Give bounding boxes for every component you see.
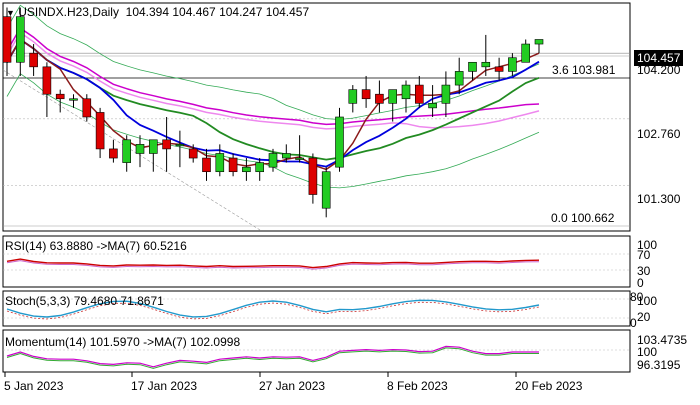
candle-body bbox=[162, 139, 171, 150]
candle-body bbox=[69, 98, 78, 101]
fib-lower-label: 0.0 100.662 bbox=[551, 211, 615, 225]
candle-body bbox=[202, 157, 211, 173]
rsi-tick-100: 100 bbox=[637, 238, 658, 252]
candle-body bbox=[42, 66, 52, 95]
rsi-tick-0: 0 bbox=[637, 276, 644, 290]
candle-body bbox=[109, 148, 118, 159]
candle-body bbox=[375, 93, 384, 104]
candle-body bbox=[215, 153, 225, 173]
candle-body bbox=[348, 89, 358, 104]
candle-body bbox=[481, 61, 491, 68]
candle-body bbox=[268, 153, 278, 168]
rsi-ma-line bbox=[6, 260, 540, 270]
candle-body bbox=[494, 66, 504, 72]
candle-body bbox=[534, 39, 544, 45]
candle-body bbox=[441, 84, 451, 104]
date-label-3: 27 Jan 2023 bbox=[259, 379, 326, 393]
candle-body bbox=[361, 89, 371, 100]
price-tick-3: 101.300 bbox=[637, 192, 681, 206]
candle-body bbox=[281, 153, 291, 159]
fib-diagonal-line bbox=[2, 69, 261, 231]
stoch-label: Stoch(5,3,3) 79.4680 71.8671 bbox=[5, 294, 164, 308]
candle-body bbox=[82, 98, 92, 118]
candle-body bbox=[335, 116, 344, 168]
candle-body bbox=[55, 93, 65, 100]
date-label-4: 8 Feb 2023 bbox=[387, 379, 448, 393]
candle-body bbox=[2, 16, 12, 63]
candle-body bbox=[308, 157, 318, 195]
date-label-5: 20 Feb 2023 bbox=[515, 379, 583, 393]
symbol-text: USINDX.H23,Daily bbox=[18, 5, 119, 19]
candle-body bbox=[295, 157, 304, 160]
candle-body bbox=[428, 103, 437, 109]
stoch-tick-0: 0 bbox=[630, 316, 637, 330]
stoch-tick-100: 100 bbox=[637, 294, 658, 308]
candle-body bbox=[388, 89, 398, 104]
panel-frame bbox=[2, 235, 631, 288]
candle-body bbox=[122, 139, 131, 163]
candle-body bbox=[414, 84, 424, 104]
bollinger-upper-line bbox=[6, 4, 540, 120]
candle-body bbox=[29, 52, 38, 68]
ma-pink-line bbox=[6, 31, 540, 130]
date-label-2: 17 Jan 2023 bbox=[131, 379, 198, 393]
symbol-label: ▼ USINDX.H23,Daily 104.394 104.467 104.2… bbox=[6, 5, 310, 19]
momentum-tick-high: 103.4735 bbox=[637, 333, 688, 347]
candle-body bbox=[521, 43, 531, 63]
candle-body bbox=[255, 162, 264, 173]
panel-frame bbox=[2, 329, 631, 373]
candle-body bbox=[468, 61, 477, 72]
rsi-line bbox=[6, 258, 540, 269]
rsi-label: RSI(14) 63.8880 ->MA(7) 60.5216 bbox=[5, 239, 187, 253]
ohlc-text: 104.394 104.467 104.247 104.457 bbox=[125, 5, 310, 19]
ma-magenta-line bbox=[6, 27, 540, 126]
stoch-line bbox=[6, 299, 540, 318]
candle-body bbox=[401, 84, 411, 100]
stoch-tick-80: 80 bbox=[630, 290, 644, 304]
stoch-tick-20: 20 bbox=[637, 310, 651, 324]
candle-body bbox=[228, 157, 238, 173]
date-label-1: 5 Jan 2023 bbox=[4, 379, 64, 393]
momentum-line bbox=[6, 345, 539, 368]
rsi-tick-70: 70 bbox=[637, 248, 651, 262]
candle-body bbox=[321, 171, 331, 209]
candle-body bbox=[188, 148, 198, 159]
price-tick-2: 102.760 bbox=[637, 127, 681, 141]
candle-body bbox=[508, 57, 517, 72]
momentum-ma-line bbox=[6, 347, 539, 369]
fib-upper-label: 3.6 103.981 bbox=[552, 63, 616, 77]
momentum-label: Momentum(14) 101.5970 ->MA(7) 102.0998 bbox=[5, 335, 241, 349]
stoch-signal-line bbox=[6, 301, 540, 320]
candle-body bbox=[175, 144, 185, 147]
momentum-tick-100: 100 bbox=[637, 345, 658, 359]
candle-body bbox=[454, 71, 464, 86]
momentum-tick-low: 96.3195 bbox=[637, 358, 681, 372]
panel-frame bbox=[2, 2, 631, 232]
price-tick-1: 104.200 bbox=[637, 63, 681, 77]
candle-body bbox=[95, 112, 105, 150]
panel-frame bbox=[2, 290, 631, 327]
candle-body bbox=[242, 166, 251, 173]
candle-body bbox=[135, 144, 145, 154]
current-price-box: 104.457 bbox=[634, 50, 684, 66]
rsi-tick-30: 30 bbox=[637, 264, 651, 278]
candle-body bbox=[15, 16, 25, 63]
candle-body bbox=[149, 139, 158, 154]
